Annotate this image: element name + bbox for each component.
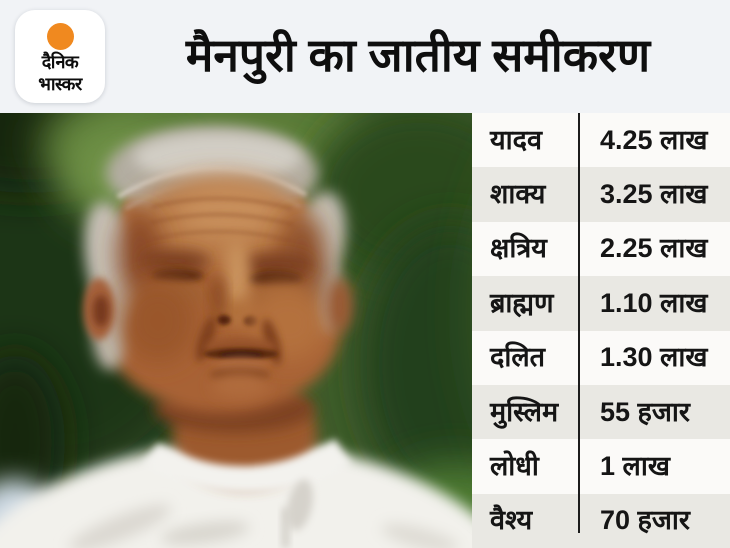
- caste-name: दलित: [490, 342, 546, 373]
- caste-table-rows: यादव 4.25 लाख शाक्य 3.25 लाख क्षत्रिय 2.…: [472, 113, 730, 548]
- caste-value: 1.10 लाख: [600, 287, 708, 318]
- table-row: दलित 1.30 लाख: [472, 330, 730, 385]
- caste-name: मुस्लिम: [490, 396, 559, 427]
- header-banner: दैनिक भास्कर मैनपुरी का जातीय समीकरण: [0, 0, 730, 113]
- table-row: वैश्य 70 हजार: [472, 493, 730, 548]
- caste-name: शाक्य: [490, 179, 546, 210]
- caste-table: यादव 4.25 लाख शाक्य 3.25 लाख क्षत्रिय 2.…: [472, 113, 730, 548]
- caste-value: 1 लाख: [600, 450, 670, 481]
- table-column-divider: [578, 113, 580, 533]
- table-row: क्षत्रिय 2.25 लाख: [472, 221, 730, 277]
- caste-name: लोधी: [490, 450, 539, 481]
- table-row: लोधी 1 लाख: [472, 439, 730, 494]
- caste-value: 70 हजार: [600, 505, 690, 536]
- caste-name: यादव: [490, 124, 543, 155]
- caste-name: ब्राह्मण: [490, 287, 554, 318]
- table-row: ब्राह्मण 1.10 लाख: [472, 276, 730, 331]
- logo-text-line1: दैनिक: [41, 52, 79, 72]
- caste-name: वैश्य: [490, 505, 533, 536]
- main-area: यादव 4.25 लाख शाक्य 3.25 लाख क्षत्रिय 2.…: [0, 113, 730, 548]
- caste-value: 3.25 लाख: [600, 179, 708, 210]
- logo-sun-icon: [46, 23, 74, 50]
- logo-text-line2: भास्कर: [38, 74, 82, 94]
- table-row: शाक्य 3.25 लाख: [472, 167, 730, 222]
- caste-value: 1.30 लाख: [600, 342, 708, 373]
- caste-name: क्षत्रिय: [490, 233, 547, 264]
- caste-value: 2.25 लाख: [600, 233, 708, 264]
- caste-value: 55 हजार: [600, 396, 690, 427]
- caste-value: 4.25 लाख: [600, 124, 708, 155]
- dainik-bhaskar-logo: दैनिक भास्कर: [15, 10, 105, 103]
- table-row: मुस्लिम 55 हजार: [472, 384, 730, 440]
- page-title: मैनपुरी का जातीय समीकरण: [185, 29, 651, 81]
- table-row: यादव 4.25 लाख: [472, 113, 730, 168]
